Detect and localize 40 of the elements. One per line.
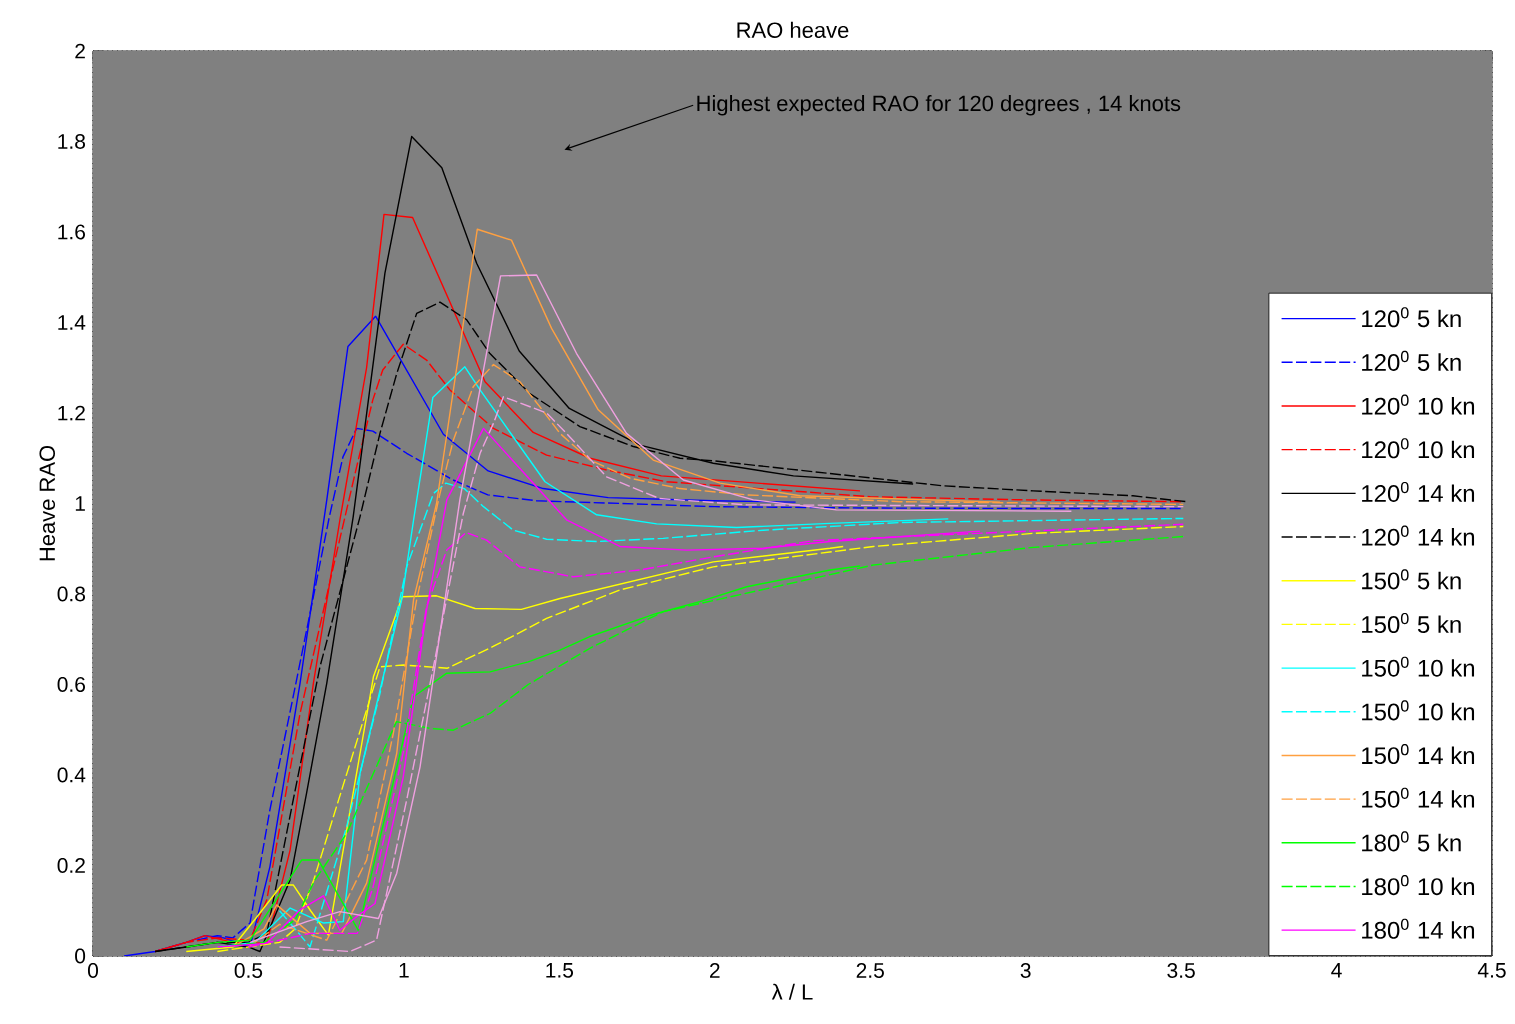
- x-tick-label: 4: [1331, 963, 1342, 978]
- legend-label: 150$^{0}$ 5 kn: [1362, 569, 1461, 590]
- legend-label: 120$^{0}$ 10 kn: [1362, 394, 1475, 415]
- y-tick-label: 1.6: [58, 224, 86, 240]
- x-tick-label: 1: [399, 963, 409, 978]
- y-tick-label: 0.8: [57, 586, 86, 602]
- legend-label: 150$^{0}$ 14 kn: [1362, 744, 1475, 765]
- y-tick-label: 1.2: [58, 405, 85, 421]
- chart-title: RAO heave: [737, 21, 849, 38]
- legend-label: 150$^{0}$ 5 kn: [1362, 612, 1461, 634]
- x-axis-title: λ / L: [771, 983, 813, 1000]
- legend-label: 120$^{0}$ 5 kn: [1362, 307, 1461, 328]
- legend-label: 150$^{0}$ 10 kn: [1362, 700, 1475, 721]
- x-tick-label: 0: [87, 963, 99, 978]
- legend-label: 120$^{0}$ 5 kn: [1362, 350, 1461, 371]
- legend-label: 180$^{0}$ 5 kn: [1362, 831, 1461, 852]
- x-tick-label: 3.5: [1167, 963, 1195, 978]
- y-tick-label: 1.4: [58, 315, 86, 330]
- y-tick-label: 1: [75, 496, 85, 511]
- legend-label: 180$^{0}$ 10 kn: [1362, 875, 1475, 896]
- y-tick-label: 1.8: [58, 134, 86, 149]
- legend-label: 150$^{0}$ 10 kn: [1362, 656, 1475, 677]
- x-tick-label: 1.5: [546, 963, 574, 978]
- x-tick-label: 2.5: [856, 963, 884, 978]
- y-axis-title: Heave RAO: [39, 445, 56, 561]
- y-tick-label: 0.2: [57, 858, 85, 873]
- legend-label: 120$^{0}$ 10 kn: [1362, 438, 1475, 459]
- x-tick-label: 2: [710, 963, 720, 978]
- y-tick-label: 0.4: [57, 767, 86, 783]
- legend-label: 150$^{0}$ 14 kn: [1362, 787, 1475, 808]
- legend-label: 120$^{0}$ 14 kn: [1362, 525, 1475, 546]
- y-tick-label: 2: [75, 43, 85, 59]
- legend-label: 180$^{0}$ 14 kn: [1362, 918, 1475, 939]
- x-tick-label: 0.5: [234, 963, 263, 978]
- legend-label: 120$^{0}$ 14 kn: [1362, 481, 1475, 503]
- y-tick-label: 0: [75, 948, 86, 964]
- y-tick-label: 0.6: [57, 677, 86, 692]
- x-tick-label: 3: [1020, 963, 1031, 978]
- x-tick-label: 4.5: [1477, 963, 1506, 978]
- annotation: Highest expected RAO for 120 degrees , 14 knots: [697, 95, 1181, 116]
